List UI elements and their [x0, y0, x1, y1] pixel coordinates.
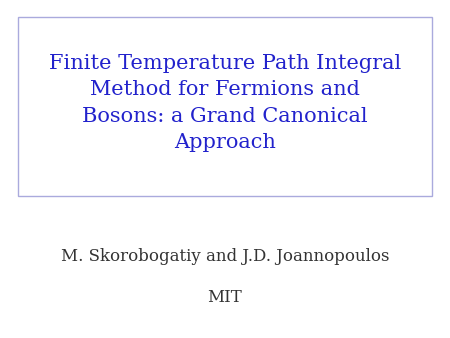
Text: MIT: MIT	[207, 289, 243, 306]
Text: Finite Temperature Path Integral
Method for Fermions and
Bosons: a Grand Canonic: Finite Temperature Path Integral Method …	[49, 54, 401, 152]
Text: M. Skorobogatiy and J.D. Joannopoulos: M. Skorobogatiy and J.D. Joannopoulos	[61, 248, 389, 265]
Bar	[18, 17, 432, 196]
